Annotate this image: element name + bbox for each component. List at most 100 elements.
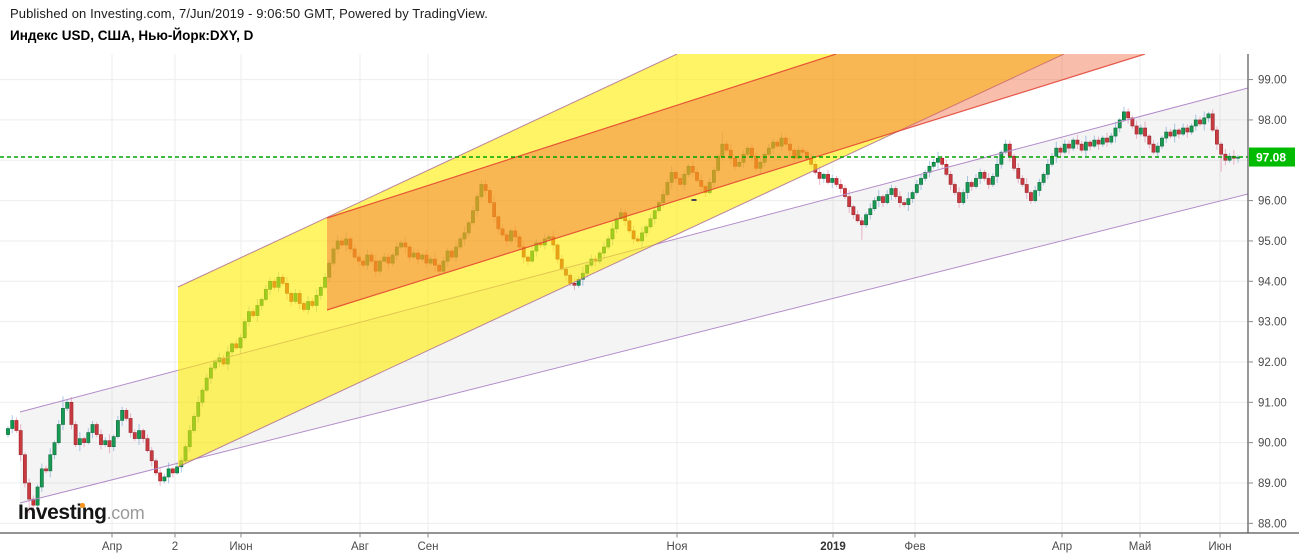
candle-up (48, 454, 53, 472)
candle-up (61, 408, 65, 425)
candle-up (821, 174, 826, 179)
candle-up (923, 172, 928, 179)
candle-up (876, 196, 881, 201)
candle-up (1227, 155, 1232, 161)
candle-down (572, 282, 577, 286)
candle-down (1126, 111, 1131, 119)
channel-drawings[interactable] (19, 54, 1248, 504)
candle-up (995, 163, 1000, 177)
candle-down (893, 188, 898, 197)
y-tick-label[interactable]: 98.00 (1258, 115, 1287, 127)
last-price-value: 97.08 (1256, 151, 1286, 165)
x-tick-label[interactable]: Май (1129, 541, 1152, 553)
candle-down (1147, 135, 1152, 145)
x-tick-label[interactable]: Июн (1208, 541, 1231, 553)
candle-down (952, 184, 957, 193)
candle-down (902, 202, 907, 205)
candle-up (1206, 113, 1211, 119)
chart-markers (691, 199, 697, 201)
x-tick-label[interactable]: Сен (417, 541, 438, 553)
x-tick-label[interactable]: Апр (102, 541, 122, 553)
candle-down (145, 438, 150, 452)
candle-down (158, 472, 163, 482)
candle-up (1037, 182, 1042, 191)
candle-down (73, 424, 78, 445)
candle-down (969, 182, 974, 187)
candle-up (864, 214, 868, 226)
candle-down (23, 454, 27, 484)
candle-down (1029, 192, 1033, 201)
candle-up (1041, 174, 1046, 183)
candle-up (914, 184, 919, 193)
x-tick-label[interactable]: Авг (351, 541, 369, 553)
candle-down (838, 184, 843, 189)
x-tick-label[interactable]: 2 (172, 541, 178, 553)
candle-up (906, 198, 911, 205)
candle-up (52, 442, 57, 456)
candle-down (1134, 125, 1139, 135)
investing-logo[interactable]: Investing.com (18, 501, 145, 525)
x-tick-label[interactable]: Июн (229, 541, 252, 553)
y-tick-label[interactable]: 94.00 (1258, 276, 1287, 288)
candle-up (103, 440, 108, 445)
x-tick-label[interactable]: Фев (904, 541, 925, 553)
y-tick-label[interactable]: 88.00 (1258, 518, 1287, 530)
candle-up (1181, 127, 1186, 135)
candle-up (919, 178, 923, 185)
candle-up (175, 466, 179, 474)
candle-up (889, 188, 894, 195)
y-tick-label[interactable]: 93.00 (1258, 317, 1287, 329)
y-tick-label[interactable]: 90.00 (1258, 438, 1287, 450)
candle-up (961, 192, 966, 203)
red-trend-channel-edge (326, 54, 1146, 311)
candle-down (99, 434, 103, 445)
candle-down (834, 178, 839, 185)
candle-down (1215, 129, 1219, 145)
candle-down (1079, 143, 1084, 151)
candle-up (830, 178, 835, 183)
candle-down (851, 206, 856, 216)
y-tick-label[interactable]: 96.00 (1258, 196, 1287, 208)
gray-regression-channel[interactable] (20, 88, 1248, 503)
candle-up (35, 486, 40, 506)
candle-down (1210, 113, 1215, 131)
y-tick-label[interactable]: 95.00 (1258, 236, 1287, 248)
x-tick-label[interactable]: Апр (1052, 541, 1072, 553)
axes[interactable]: 99.00 98.00 96.00 95.00 94.00 93.00 92.00 91.00… (0, 54, 1299, 553)
candle-up (1054, 147, 1059, 157)
candle-up (1033, 190, 1038, 201)
gray-regression-channel-edge (19, 193, 1248, 504)
candle-down (27, 482, 32, 500)
x-tick-label[interactable]: Ноя (667, 541, 688, 553)
candle-up (872, 200, 877, 209)
candle-down (154, 460, 158, 474)
candle-down (1075, 139, 1080, 145)
candle-down (1067, 143, 1071, 149)
y-tick-label[interactable]: 92.00 (1258, 357, 1287, 369)
candle-down (1185, 127, 1190, 133)
candle-up (1189, 125, 1194, 133)
yellow-trend-channel-edge (177, 54, 1065, 468)
candle-down (944, 163, 949, 175)
candle-down (1020, 178, 1025, 185)
published-line: Published on Investing.com, 7/Jun/2019 -… (10, 6, 488, 21)
candle-down (69, 401, 74, 425)
y-tick-label[interactable]: 89.00 (1258, 478, 1287, 490)
candle-down (1012, 155, 1016, 169)
candle-up (1122, 111, 1126, 121)
candle-up (10, 420, 15, 429)
candle-down (1168, 131, 1173, 137)
candle-down (149, 450, 154, 462)
candle-down (855, 214, 860, 222)
candle-down (94, 424, 99, 435)
candle-up (1193, 119, 1198, 127)
candle-down (982, 172, 987, 179)
x-tick-label[interactable]: 2019 (820, 541, 846, 553)
candle-down (1096, 139, 1101, 145)
y-tick-label[interactable]: 99.00 (1258, 75, 1287, 87)
candle-up (936, 157, 940, 163)
candle-up (990, 176, 995, 185)
chart-title: Индекс USD, США, Нью-Йорк:DXY, D (10, 28, 254, 43)
y-tick-label[interactable]: 91.00 (1258, 397, 1287, 409)
